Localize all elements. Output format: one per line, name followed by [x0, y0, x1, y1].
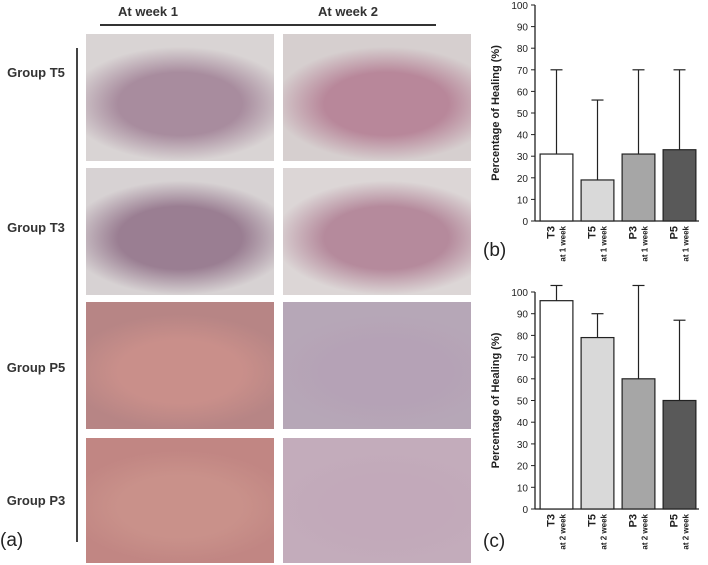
photo-t5-week2 — [283, 34, 471, 161]
y-tick-label: 30 — [517, 152, 529, 163]
bar — [621, 378, 656, 510]
category-sublabel: at 1 week — [559, 225, 568, 261]
bar — [662, 149, 697, 222]
y-tick-label: 40 — [517, 131, 529, 142]
bar — [580, 179, 615, 222]
group-divider-line — [76, 48, 78, 542]
panel-letter-c: (c) — [483, 531, 506, 552]
category-label: P3 — [628, 514, 640, 527]
y-axis-title: Percentage of Healing (%) — [490, 45, 502, 181]
y-tick-label: 40 — [517, 418, 529, 429]
y-tick-label: 100 — [511, 1, 528, 12]
photo-p3-week2 — [283, 438, 471, 563]
y-tick-label: 50 — [517, 397, 529, 408]
category-sublabel: at 2 week — [682, 513, 691, 549]
photo-t5-week1 — [86, 34, 274, 161]
y-tick-label: 10 — [517, 483, 529, 494]
y-tick-label: 0 — [522, 217, 528, 228]
category-label: T3 — [546, 226, 558, 239]
category-sublabel: at 2 week — [559, 513, 568, 549]
category-sublabel: at 1 week — [641, 225, 650, 261]
photo-t3-week2 — [283, 168, 471, 295]
category-label: T3 — [546, 514, 558, 527]
group-label-t3: Group T3 — [7, 220, 65, 235]
category-sublabel: at 2 week — [600, 513, 609, 549]
category-label: P3 — [628, 226, 640, 239]
bar — [662, 399, 697, 510]
y-tick-label: 80 — [517, 331, 529, 342]
category-sublabel: at 2 week — [641, 513, 650, 549]
photo-p3-week1 — [86, 438, 274, 563]
y-tick-label: 0 — [522, 505, 528, 516]
y-tick-label: 20 — [517, 174, 529, 185]
category-label: T5 — [587, 514, 599, 527]
bar — [539, 153, 574, 222]
category-label: P5 — [669, 514, 681, 527]
group-label-t5: Group T5 — [7, 65, 65, 80]
y-tick-label: 100 — [511, 288, 528, 299]
category-sublabel: at 1 week — [682, 225, 691, 261]
y-axis-title: Percentage of Healing (%) — [490, 332, 502, 468]
y-tick-label: 90 — [517, 310, 529, 321]
panel-letter-b: (b) — [483, 240, 507, 261]
column-header-rule — [100, 24, 436, 26]
bar-chart-week1: 0 10 20 30 40 50 60 70 80 90 100 Percentage of Heal… — [490, 1, 699, 262]
bar-chart-week2: 0 10 20 30 40 50 60 70 80 90 100 Percentage of Heal… — [490, 284, 699, 550]
y-tick-label: 60 — [517, 87, 529, 98]
column-title-week1: At week 1 — [118, 4, 178, 19]
group-label-p3: Group P3 — [6, 493, 66, 508]
photo-p5-week2 — [283, 302, 471, 429]
y-tick-label: 90 — [517, 23, 529, 34]
bar — [621, 153, 656, 222]
y-tick-label: 70 — [517, 353, 529, 364]
panel-letter-a: (a) — [0, 530, 24, 551]
bar — [580, 336, 615, 510]
photo-t3-week1 — [86, 168, 274, 295]
category-label: T5 — [587, 226, 599, 239]
group-label-p5: Group P5 — [6, 360, 66, 375]
column-title-week2: At week 2 — [318, 4, 378, 19]
y-tick-label: 10 — [517, 195, 529, 206]
category-sublabel: at 1 week — [600, 225, 609, 261]
y-tick-label: 30 — [517, 440, 529, 451]
bar — [539, 300, 574, 510]
y-tick-label: 60 — [517, 375, 529, 386]
y-tick-label: 20 — [517, 462, 529, 473]
y-tick-label: 80 — [517, 44, 529, 55]
category-label: P5 — [669, 226, 681, 239]
y-tick-label: 70 — [517, 66, 529, 77]
y-tick-label: 50 — [517, 109, 529, 120]
photo-p5-week1 — [86, 302, 274, 429]
